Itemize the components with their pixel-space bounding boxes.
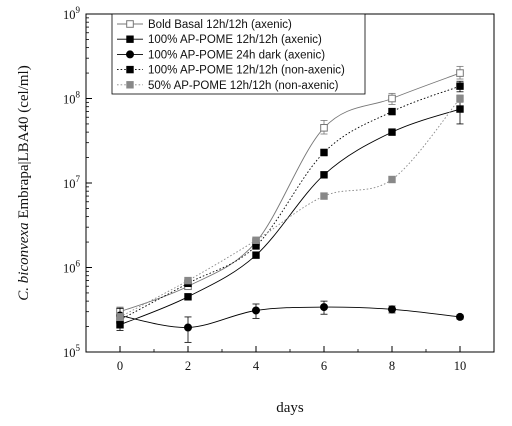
series-line — [119, 98, 461, 318]
series-1 — [116, 99, 464, 331]
y-tick-exponent: 6 — [76, 259, 81, 269]
legend-marker — [126, 65, 134, 74]
legend-label: 50% AP-POME 12h/12h (non-axenic) — [148, 80, 339, 92]
x-tick-label: 0 — [117, 359, 123, 373]
legend-marker — [126, 20, 134, 28]
y-tick-exponent: 7 — [76, 174, 81, 184]
data-point — [456, 69, 464, 77]
data-point — [252, 251, 260, 259]
data-point — [252, 236, 260, 244]
data-point — [456, 105, 464, 113]
legend-label: Bold Basal 12h/12h (axenic) — [148, 19, 292, 31]
data-point — [387, 305, 396, 314]
x-axis-ticks: 0 2 4 6 8 10 — [85, 346, 495, 373]
legend: Bold Basal 12h/12h (axenic) 100% AP-POME … — [111, 13, 366, 95]
data-point — [116, 313, 124, 321]
y-tick-base: 10 — [63, 8, 76, 22]
data-point — [251, 306, 260, 315]
data-point — [183, 323, 192, 332]
series-line — [119, 85, 461, 321]
y-tick-base: 10 — [63, 93, 76, 107]
data-point — [388, 107, 396, 116]
series-0 — [116, 65, 464, 319]
y-tick-exponent: 8 — [76, 90, 81, 100]
series-2 — [116, 300, 464, 343]
data-point — [184, 276, 192, 285]
series-line — [119, 306, 461, 328]
data-point — [319, 303, 328, 312]
y-tick-base: 10 — [63, 177, 76, 191]
legend-label: 100% AP-POME 24h dark (axenic) — [148, 49, 325, 61]
y-tick-exponent: 9 — [76, 5, 81, 15]
legend-marker — [126, 81, 134, 89]
legend-label: 100% AP-POME 12h/12h (non-axenic) — [148, 65, 345, 77]
y-tick-base: 10 — [63, 346, 76, 360]
data-point — [184, 293, 192, 301]
data-point — [320, 148, 328, 157]
y-tick-label: 106 — [63, 259, 81, 276]
series-4 — [116, 94, 464, 322]
y-axis-title: C. biconvexa Embrapa|LBA40 (cel/ml) — [16, 65, 32, 300]
data-point — [388, 128, 396, 136]
x-tick-label: 4 — [253, 359, 260, 373]
legend-marker — [126, 35, 134, 43]
y-axis-title-rest: Embrapa|LBA40 (cel/ml) — [16, 65, 32, 222]
y-axis-title-italic: C. biconvexa — [16, 222, 32, 300]
legend-marker — [126, 50, 135, 59]
data-point — [456, 94, 464, 103]
y-tick-base: 10 — [63, 262, 76, 276]
data-point — [456, 82, 464, 90]
data-point — [388, 175, 396, 184]
y-tick-label: 108 — [63, 90, 81, 107]
series-layer — [116, 65, 464, 343]
y-tick-exponent: 5 — [76, 343, 81, 353]
x-tick-label: 6 — [321, 359, 327, 373]
y-tick-label: 105 — [63, 343, 81, 360]
y-tick-label: 109 — [63, 5, 81, 22]
data-point — [455, 312, 464, 321]
legend-label: 100% AP-POME 12h/12h (axenic) — [148, 34, 322, 46]
x-tick-label: 10 — [454, 359, 467, 373]
data-point — [320, 171, 328, 179]
data-point — [388, 94, 396, 103]
data-point — [320, 124, 328, 132]
data-point — [320, 192, 328, 200]
series-line — [119, 72, 461, 313]
x-axis-title: days — [276, 400, 304, 416]
y-tick-label: 107 — [63, 174, 81, 191]
legend-box — [111, 13, 366, 95]
x-tick-label: 2 — [185, 359, 191, 373]
series-3 — [116, 80, 464, 325]
x-tick-label: 8 — [389, 359, 395, 373]
